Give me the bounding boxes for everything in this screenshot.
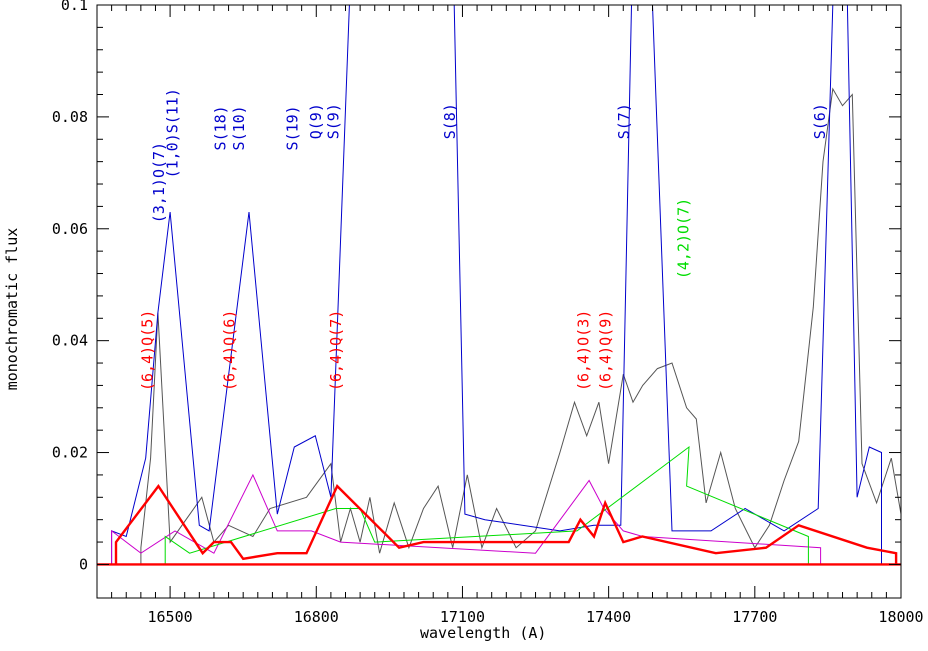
annotation-label: (6,4)O(3) <box>575 310 593 391</box>
y-tick-label: 0.04 <box>52 332 88 350</box>
series-model_green <box>164 445 809 565</box>
y-tick-label: 0.08 <box>52 108 88 126</box>
annotation-label: (6,4)Q(7) <box>327 310 345 391</box>
series-layer <box>97 4 902 566</box>
x-tick-label: 17700 <box>732 608 777 626</box>
annotation-label: S(9) <box>325 103 343 139</box>
y-tick-label: 0.06 <box>52 220 88 238</box>
y-tick-label: 0 <box>79 555 88 573</box>
annotation-label: (6,4)Q(6) <box>220 310 238 391</box>
x-tick-label: 16500 <box>148 608 193 626</box>
annotation-label: (6,4)Q(9) <box>597 310 615 391</box>
annotation-label: S(18) <box>212 105 230 150</box>
x-tick-label: 17100 <box>440 608 485 626</box>
x-tick-label: 17400 <box>586 608 631 626</box>
annotation-label: (1,0)S(11) <box>163 88 181 178</box>
series-model_blue <box>111 4 882 565</box>
axes-layer: 16500 16800 17100 17400 17700 18000 0 0.02 0.04 0… <box>52 0 924 626</box>
x-tick-label: 16800 <box>294 608 339 626</box>
y-tick-label: 0.02 <box>52 444 88 462</box>
y-axis-label: monochromatic flux <box>3 227 21 391</box>
annotation-label: S(19) <box>284 105 302 150</box>
annotation-label: S(6) <box>811 103 829 139</box>
annotation-label: (4,2)O(7) <box>675 198 693 279</box>
plot-frame <box>96 4 902 599</box>
annotation-label: Q(9) <box>307 103 325 139</box>
annotation-label: S(7) <box>615 103 633 139</box>
x-axis-label: wavelength (A) <box>420 624 547 642</box>
annotation-label: S(8) <box>441 103 459 139</box>
annotation-layer: (6,4)Q(5) (3,1)O(7)(1,0)S(11) (6,4)Q(6) S(1… <box>139 88 829 391</box>
annotation-label: (6,4)Q(5) <box>139 310 157 391</box>
y-tick-label: 0.1 <box>61 0 88 14</box>
series-observed <box>140 87 902 565</box>
annotation-label: (3,1)O(7) <box>150 142 168 223</box>
annotation-label: S(10) <box>230 105 248 150</box>
series-model_red <box>114 484 898 565</box>
x-tick-label: 18000 <box>878 608 923 626</box>
series-model_magenta <box>111 473 822 565</box>
